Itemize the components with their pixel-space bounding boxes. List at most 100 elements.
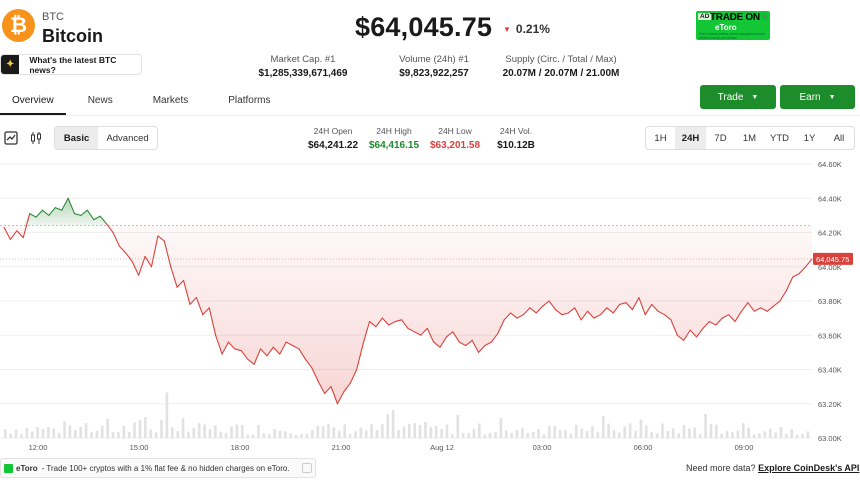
- price-line-segment: [420, 327, 428, 336]
- range-1y-button[interactable]: 1Y: [803, 132, 816, 144]
- price-line-segment: [3, 226, 11, 240]
- volume-bar: [41, 429, 45, 438]
- y-tick-label: 63.60K: [818, 331, 842, 340]
- price-line-segment: [753, 307, 762, 312]
- volume-bar: [526, 433, 530, 438]
- ohlc-volume: 24H Vol. $10.12B: [488, 126, 544, 151]
- tab-platforms[interactable]: Platforms: [228, 95, 271, 106]
- price-line-segment: [266, 346, 274, 357]
- price-line-segment: [131, 261, 140, 276]
- ad-close-icon[interactable]: ⓧ: [761, 14, 768, 21]
- price-line-segment: [343, 382, 351, 393]
- range-7d-button[interactable]: 7D: [714, 132, 727, 144]
- volume-bar: [117, 432, 120, 438]
- y-tick-label: 63.80K: [818, 297, 842, 306]
- price-line-segment: [439, 336, 448, 348]
- price-line-segment: [676, 334, 685, 341]
- price-line-segment: [317, 380, 326, 395]
- basic-view-button[interactable]: Basic: [55, 127, 99, 149]
- price-line-segment: [259, 348, 268, 357]
- volume-bar: [758, 433, 761, 438]
- volume-value: $9,823,922,257: [399, 68, 469, 79]
- y-tick-label: 64.60K: [818, 160, 842, 169]
- price-line-segment: [715, 317, 723, 326]
- supply-value: 20.07M / 20.07M / 21.00M: [502, 68, 620, 79]
- range-1m-button[interactable]: 1M: [742, 132, 757, 144]
- tab-news[interactable]: News: [87, 95, 113, 106]
- volume-bar: [284, 431, 287, 438]
- price-line-segment: [567, 307, 576, 314]
- volume-bar: [747, 427, 750, 438]
- tab-overview[interactable]: Overview: [0, 88, 66, 115]
- range-1h-button[interactable]: 1H: [654, 132, 667, 144]
- current-price-tag-label: 64,045.75: [816, 255, 849, 264]
- line-chart-toggle-icon[interactable]: [0, 127, 22, 149]
- ad-title: TRADE ON: [710, 12, 760, 23]
- candlestick-toggle-icon[interactable]: [25, 127, 47, 149]
- ohlc-high-value: $64,416.15: [368, 140, 420, 151]
- tab-markets[interactable]: Markets: [152, 95, 189, 106]
- trade-button[interactable]: Trade ▼: [700, 85, 776, 109]
- volume-bar: [170, 427, 174, 438]
- earn-button[interactable]: Earn ▼: [780, 85, 855, 109]
- volume-bar: [257, 425, 260, 438]
- volume-bar: [386, 414, 390, 438]
- latest-news-button[interactable]: ✦ What's the latest BTC news?: [0, 54, 142, 75]
- volume-bar: [542, 434, 546, 438]
- volume-bar: [300, 433, 303, 438]
- etoro-footer-banner[interactable]: eToro - Trade 100+ cryptos with a 1% fla…: [0, 458, 316, 478]
- range-ytd-button[interactable]: YTD: [770, 132, 789, 144]
- advanced-view-button[interactable]: Advanced: [106, 132, 149, 144]
- volume-bar: [478, 423, 481, 438]
- range-all-button[interactable]: All: [833, 132, 845, 144]
- volume-bar: [574, 424, 578, 438]
- ohlc-high: 24H High $64,416.15: [362, 126, 426, 151]
- volume-bar: [429, 427, 433, 438]
- price-line-segment: [112, 231, 120, 247]
- volume-bar: [418, 425, 422, 438]
- price-line-segment: [99, 215, 108, 225]
- volume-bar: [408, 424, 411, 438]
- volume-bar: [628, 423, 632, 438]
- price-line-segment: [16, 230, 24, 239]
- price-line-segment: [805, 258, 813, 268]
- volume-bar: [203, 424, 206, 438]
- x-tick-label: 21:00: [332, 443, 351, 452]
- volume-bar: [790, 429, 794, 438]
- volume-bar: [343, 424, 346, 438]
- price-line-segment: [311, 367, 319, 383]
- range-24h-button[interactable]: 24H: [675, 127, 706, 149]
- price-line-segment: [535, 305, 544, 314]
- api-promo: Need more data? Explore CoinDesk's API: [686, 463, 859, 473]
- volume-bar: [208, 429, 212, 438]
- etoro-ad[interactable]: AD TRADE ON eToro Don't invest unless yo…: [696, 11, 770, 40]
- volume-bar: [241, 425, 244, 438]
- coindesk-api-link[interactable]: Explore CoinDesk's API: [758, 463, 860, 473]
- price-line-segment: [9, 230, 18, 240]
- volume-bar: [354, 431, 357, 438]
- volume-bar: [57, 432, 61, 438]
- price-chart[interactable]: 64.60K 64.40K 64.20K 64.00K 63.80K 63.60K 63.4…: [0, 158, 860, 458]
- earn-button-label: Earn: [799, 91, 821, 103]
- sparkle-icon: ✦: [1, 55, 20, 74]
- price-line-segment: [580, 310, 589, 321]
- price-line-segment: [118, 245, 127, 254]
- banner-close-icon[interactable]: [302, 463, 312, 473]
- volume-label: Volume (24h) #1: [399, 54, 469, 65]
- volume-bar: [752, 434, 756, 438]
- price-line-segment: [234, 348, 242, 352]
- price-line-segment: [106, 223, 114, 234]
- volume-bar: [806, 431, 810, 438]
- price-line-segment: [176, 279, 185, 288]
- volume-bar: [456, 414, 460, 438]
- price-line-segment: [503, 312, 512, 321]
- ohlc-low-value: $63,201.58: [429, 140, 481, 151]
- more-data-text: Need more data?: [686, 463, 756, 473]
- volume-bar: [580, 428, 583, 438]
- price-line-segment: [150, 235, 159, 268]
- bitcoin-logo-icon: ₿: [2, 9, 35, 42]
- volume-bar: [321, 426, 325, 438]
- volume-bar: [74, 429, 77, 438]
- current-price: $64,045.75: [355, 12, 493, 42]
- volume-bar: [311, 430, 314, 438]
